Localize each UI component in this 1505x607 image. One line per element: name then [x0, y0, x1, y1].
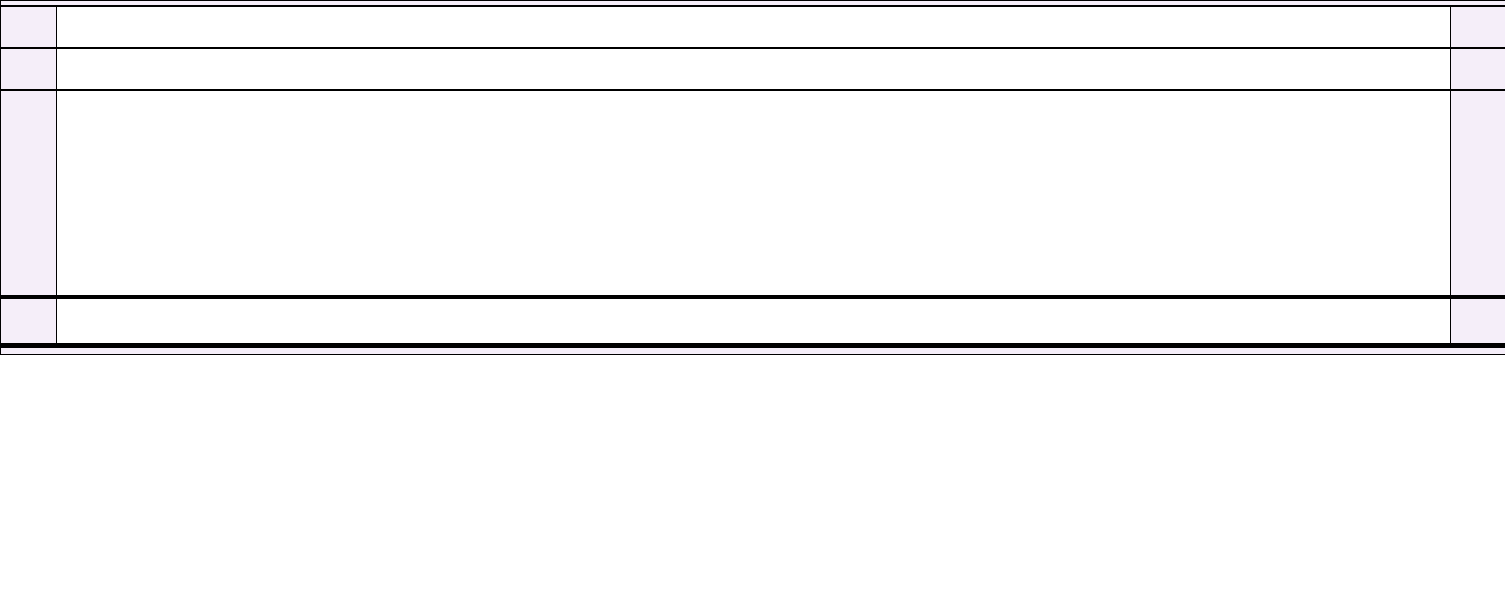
- footer: [1, 348, 1505, 354]
- row-date: [1, 7, 1505, 48]
- row-time: [1, 49, 1505, 90]
- temperature-chart: [1, 91, 1505, 296]
- row-cerv-fluid: [1, 299, 1505, 344]
- bbt-chart: [0, 0, 1505, 355]
